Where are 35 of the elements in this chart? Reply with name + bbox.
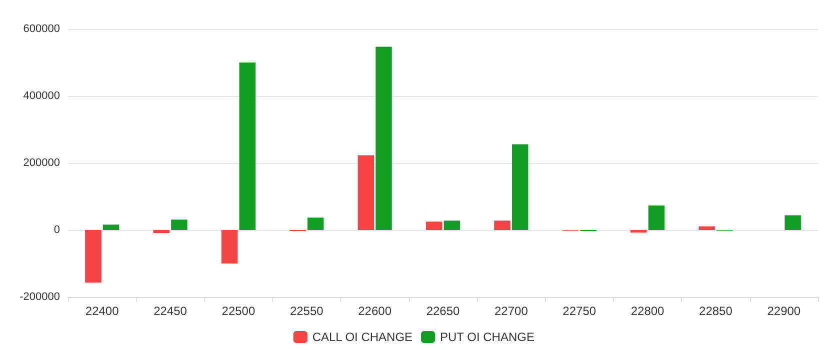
bar — [648, 206, 665, 230]
y-tick-label: 0 — [54, 224, 60, 236]
bar — [221, 230, 238, 264]
bar — [102, 224, 120, 230]
x-tick-label: 22500 — [222, 304, 256, 318]
x-tick-label: 22650 — [426, 304, 460, 318]
bar — [630, 230, 647, 233]
bar — [426, 222, 442, 230]
y-tick-label: 400000 — [23, 90, 60, 102]
bar — [358, 155, 374, 230]
bar — [307, 218, 324, 230]
x-tick-label: 22800 — [630, 304, 665, 318]
bar — [171, 220, 188, 230]
legend-label: CALL OI CHANGE — [312, 330, 413, 344]
bar — [698, 226, 715, 230]
x-tick-label: 22400 — [85, 304, 120, 318]
x-tick-label: 22700 — [494, 304, 528, 318]
bar — [85, 230, 102, 283]
x-tick-label: 22850 — [699, 304, 733, 318]
bar — [494, 220, 510, 230]
x-tick-label: 22750 — [562, 304, 596, 318]
bar — [784, 215, 801, 230]
legend-label: PUT OI CHANGE — [440, 330, 534, 344]
bar — [239, 62, 256, 230]
bar — [153, 230, 170, 234]
y-tick-label: 600000 — [23, 23, 60, 35]
bar — [376, 46, 392, 230]
bar — [444, 220, 460, 230]
bar — [512, 144, 528, 230]
x-tick-label: 22450 — [154, 304, 188, 318]
y-tick-label: 200000 — [23, 157, 60, 169]
x-tick-label: 22900 — [767, 304, 801, 318]
x-tick-label: 22550 — [290, 304, 324, 318]
x-tick-label: 22600 — [358, 304, 392, 318]
y-tick-label: -200000 — [20, 291, 60, 303]
